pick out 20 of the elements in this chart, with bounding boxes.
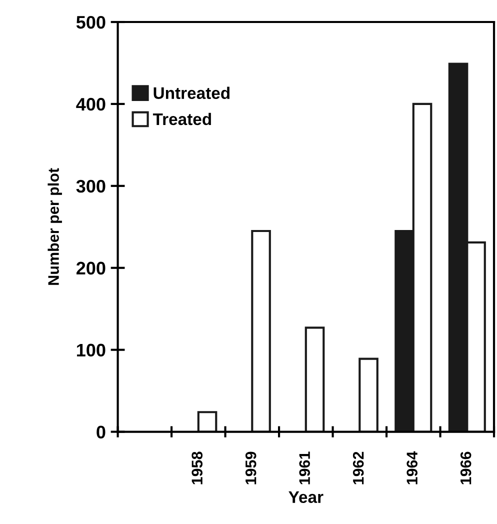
legend-label: Treated [152, 112, 211, 126]
y-axis-title: Number per plot [48, 168, 62, 285]
x-tick-label: 1966 [460, 452, 472, 484]
x-axis-title: Year [288, 491, 324, 503]
bar [358, 358, 378, 432]
legend-label: Untreated [154, 86, 230, 100]
y-tick-label: 100 [77, 344, 106, 357]
bar [304, 326, 325, 432]
y-tick-label: 500 [76, 16, 106, 29]
bar [197, 411, 218, 432]
y-tick-label: 0 [96, 426, 106, 438]
x-tick-label: 1962 [352, 452, 364, 484]
y-tick-label: 200 [76, 262, 106, 275]
x-tick-label: 1961 [299, 452, 310, 484]
y-tick-label: 400 [76, 98, 106, 111]
x-tick-label: 1959 [245, 452, 256, 484]
x-tick-label: 1964 [406, 451, 418, 484]
y-tick-label: 300 [76, 180, 106, 193]
bar [251, 230, 271, 432]
x-tick-label: 1958 [192, 452, 203, 484]
